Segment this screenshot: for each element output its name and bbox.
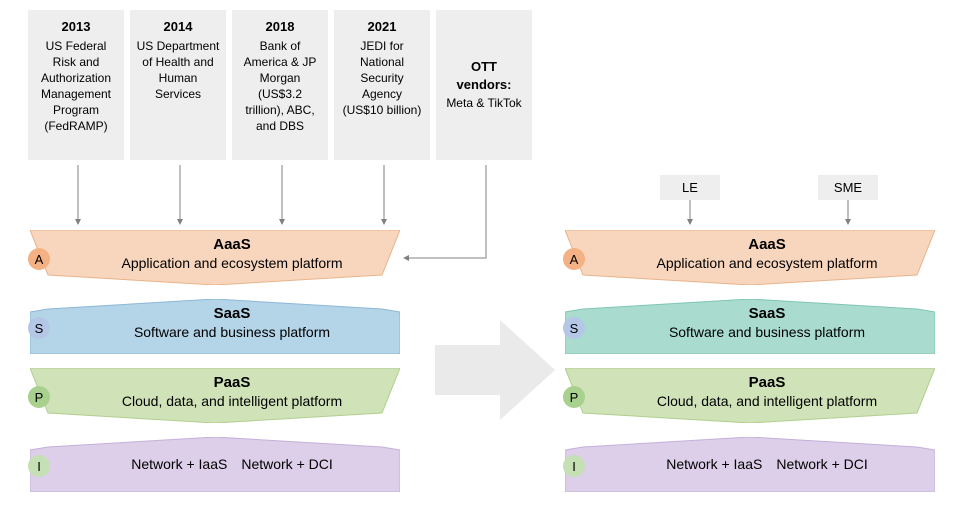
iaas-line-r: Network + IaaS Network + DCI [603, 455, 931, 473]
layer-iaas-text-r: Network + IaaS Network + DCI [603, 455, 931, 473]
saas-sub-r: Software and business platform [603, 323, 931, 341]
layer-paas-r: P PaaS Cloud, data, and intelligent plat… [565, 368, 935, 423]
paas-sub-r: Cloud, data, and intelligent platform [603, 392, 931, 410]
paas-title-r: PaaS [603, 374, 931, 392]
paas-sub: Cloud, data, and intelligent platform [68, 392, 396, 410]
layer-aaas-text-r: AaaS Application and ecosystem platform [603, 236, 931, 272]
layer-iaas-r: I Network + IaaS Network + DCI [565, 437, 935, 492]
aaas-sub: Application and ecosystem platform [68, 254, 396, 272]
layer-iaas: I Network + IaaS Network + DCI [30, 437, 400, 492]
layer-paas-text: PaaS Cloud, data, and intelligent platfo… [68, 374, 396, 410]
layer-iaas-text: Network + IaaS Network + DCI [68, 455, 396, 473]
saas-sub: Software and business platform [68, 323, 396, 341]
aaas-title-r: AaaS [603, 236, 931, 254]
badge-i: I [28, 455, 50, 477]
layer-aaas-text: AaaS Application and ecosystem platform [68, 236, 396, 272]
badge-p: P [28, 386, 50, 408]
badge-a-r: A [563, 248, 585, 270]
saas-title: SaaS [68, 305, 396, 323]
left-stack: A AaaS Application and ecosystem platfor… [30, 230, 400, 506]
layer-saas-text-r: SaaS Software and business platform [603, 305, 931, 341]
saas-title-r: SaaS [603, 305, 931, 323]
layer-aaas: A AaaS Application and ecosystem platfor… [30, 230, 400, 285]
badge-a: A [28, 248, 50, 270]
layer-paas: P PaaS Cloud, data, and intelligent plat… [30, 368, 400, 423]
aaas-title: AaaS [68, 236, 396, 254]
layer-aaas-r: A AaaS Application and ecosystem platfor… [565, 230, 935, 285]
right-stack: A AaaS Application and ecosystem platfor… [565, 230, 935, 506]
paas-title: PaaS [68, 374, 396, 392]
aaas-sub-r: Application and ecosystem platform [603, 254, 931, 272]
transition-arrow-icon [430, 315, 560, 425]
badge-i-r: I [563, 455, 585, 477]
layer-saas-r: S SaaS Software and business platform [565, 299, 935, 354]
layer-saas: S SaaS Software and business platform [30, 299, 400, 354]
badge-s: S [28, 317, 50, 339]
layer-saas-text: SaaS Software and business platform [68, 305, 396, 341]
layer-paas-text-r: PaaS Cloud, data, and intelligent platfo… [603, 374, 931, 410]
badge-s-r: S [563, 317, 585, 339]
badge-p-r: P [563, 386, 585, 408]
iaas-line: Network + IaaS Network + DCI [68, 455, 396, 473]
